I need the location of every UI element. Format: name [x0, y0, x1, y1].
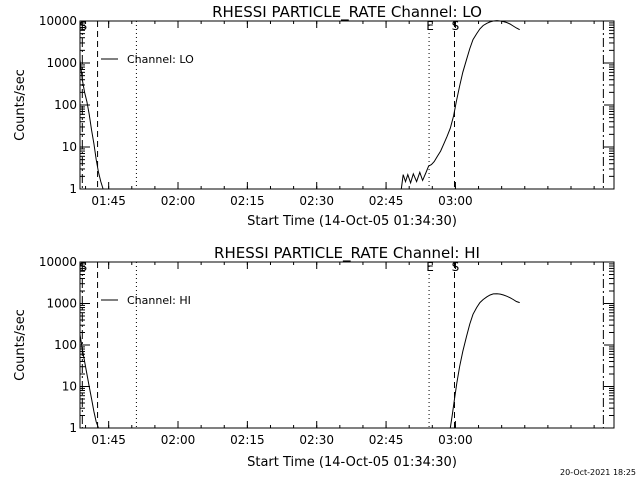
panel-2-x-tick-label: 02:45	[369, 433, 404, 447]
panel-2-y-tick-label: 10	[62, 380, 77, 394]
panel-1-y-tick-label: 100	[54, 98, 77, 112]
panel-2-data-series-1	[79, 334, 99, 429]
panel-1-x-tick-label: 01:45	[91, 194, 126, 208]
footer-timestamp: 20-Oct-2021 18:25	[560, 468, 636, 477]
panel-2-x-tick-label: 03:00	[438, 433, 473, 447]
panel-2-legend-label: Channel: HI	[127, 294, 191, 307]
panel-2-y-tick-label: 1000	[46, 297, 77, 311]
panel-1-title: RHESSI PARTICLE_RATE Channel: LO	[212, 3, 482, 22]
panel-2-x-tick-label: 02:30	[299, 433, 334, 447]
panel-1-event-marker-label: E	[426, 19, 434, 33]
panel-2-event-marker-label: E	[426, 260, 434, 274]
panel-2-x-axis-label: Start Time (14-Oct-05 01:34:30)	[247, 455, 457, 470]
panel-2-x-tick-label: 01:45	[91, 433, 126, 447]
panel-1-y-tick-label: 10000	[39, 14, 77, 28]
panel-1-event-marker-label: S	[452, 19, 460, 33]
panel-2-y-tick-label: 1	[69, 421, 77, 435]
panel-2-y-tick-label: 10000	[39, 255, 77, 269]
panel-2-y-axis-label: Counts/sec	[13, 309, 28, 381]
panel-1-data-series-2	[400, 20, 520, 190]
panel-2-event-marker-label: S	[452, 260, 460, 274]
panel-2-x-tick-label: 02:15	[230, 433, 265, 447]
panel-1-y-tick-label: 1000	[46, 56, 77, 70]
panel-1-x-tick-label: 02:15	[230, 194, 265, 208]
panel-1-y-tick-label: 1	[69, 182, 77, 196]
panel-1-y-axis-label: Counts/sec	[13, 69, 28, 141]
panel-1-x-tick-label: 03:00	[438, 194, 473, 208]
panel-1-x-tick-label: 02:45	[369, 194, 404, 208]
panel-1-x-axis-label: Start Time (14-Oct-05 01:34:30)	[247, 214, 457, 229]
panel-2-x-tick-label: 02:00	[161, 433, 196, 447]
panel-1-legend-label: Channel: LO	[127, 53, 194, 66]
panel-1-data-series-1	[79, 59, 104, 190]
panel-2-title: RHESSI PARTICLE_RATE Channel: HI	[214, 244, 480, 263]
panel-1-x-tick-label: 02:00	[161, 194, 196, 208]
panel-1-x-tick-label: 02:30	[299, 194, 334, 208]
panel-1-y-tick-label: 10	[62, 140, 77, 154]
panel-2-data-series-2	[449, 293, 520, 429]
panel-1-event-marker-label: S	[79, 19, 87, 33]
panel-1-plot-frame	[79, 20, 615, 190]
panel-2-y-tick-label: 100	[54, 338, 77, 352]
panel-2-plot-frame	[79, 261, 615, 429]
panel-2-event-marker-label: S	[79, 260, 87, 274]
